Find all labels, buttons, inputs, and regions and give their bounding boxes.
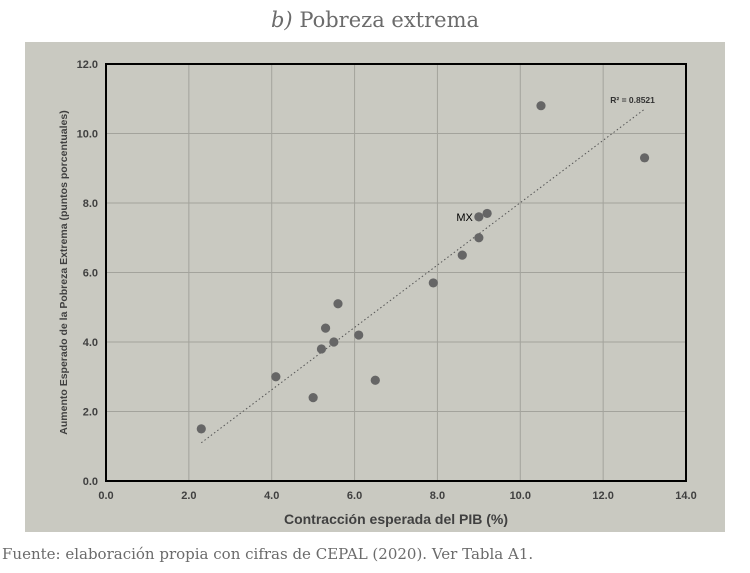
data-point [457, 250, 467, 260]
data-point [271, 372, 281, 382]
data-point [333, 299, 343, 309]
title-prefix: b) [270, 8, 293, 32]
data-point [536, 101, 546, 111]
source-note: Fuente: elaboración propia con cifras de… [2, 545, 533, 563]
scatter-chart: 0.0 2.0 4.0 6.0 8.0 10.0 12.0 14.0 0.0 2.0 4.0 6.0 8… [58, 59, 697, 527]
x-axis-label: Contracción esperada del PIB (%) [284, 511, 508, 527]
source-prefix: Fuente: elaboración propia con cifras de [2, 545, 316, 563]
data-point [639, 153, 650, 163]
y-tick-label: 0.0 [83, 476, 98, 488]
x-tick-label: 2.0 [181, 490, 196, 502]
data-point [308, 393, 318, 403]
x-tick-label: 14.0 [675, 490, 696, 502]
x-tick-label: 6.0 [347, 490, 362, 502]
data-point [370, 375, 380, 385]
x-tick-label: 8.0 [430, 490, 445, 502]
x-tick-label: 4.0 [264, 490, 279, 502]
y-tick-label: 4.0 [83, 337, 98, 349]
plot-border [105, 63, 687, 482]
data-point [482, 208, 492, 219]
source-org: CEPAL [315, 545, 368, 563]
data-point [428, 278, 438, 288]
r-squared-label: R² = 0.8521 [610, 95, 655, 105]
x-tick-label: 10.0 [510, 490, 531, 502]
data-point [320, 323, 331, 333]
trendline [200, 108, 645, 444]
title-text: Pobreza extrema [299, 8, 480, 32]
data-point [474, 233, 484, 243]
data-point [474, 212, 484, 222]
data-point [354, 330, 364, 340]
y-axis-label: Aumento Esperado de la Pobreza Extrema (… [58, 110, 70, 434]
data-point [329, 337, 339, 347]
data-point [316, 344, 327, 354]
source-suffix: (2020). Ver Tabla A1. [367, 545, 534, 563]
y-tick-label: 2.0 [83, 407, 98, 419]
chart-panel: 0.0 2.0 4.0 6.0 8.0 10.0 12.0 14.0 0.0 2.0 4.0 6.0 8… [25, 42, 725, 532]
chart-title: b) Pobreza extrema [0, 8, 750, 32]
y-tick-label: 8.0 [83, 198, 98, 210]
data-point [196, 424, 206, 434]
y-tick-label: 6.0 [83, 268, 98, 280]
point-label: MX [456, 212, 473, 224]
x-tick-label: 12.0 [592, 490, 613, 502]
y-tick-label: 10.0 [77, 129, 98, 141]
y-tick-label: 12.0 [77, 59, 98, 71]
x-tick-label: 0.0 [98, 490, 113, 502]
